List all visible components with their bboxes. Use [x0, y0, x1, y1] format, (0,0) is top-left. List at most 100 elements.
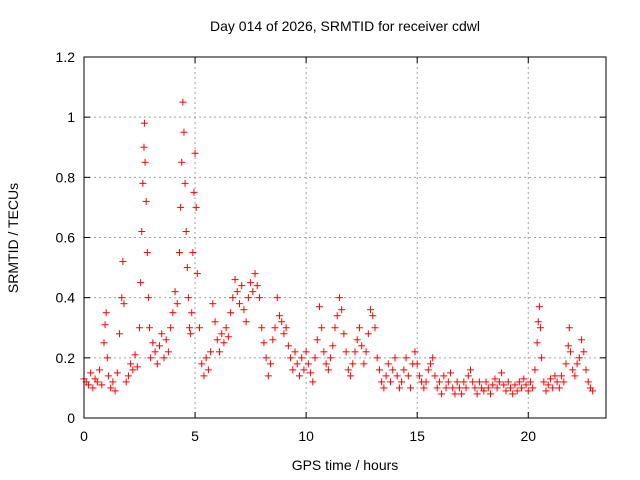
data-point — [167, 324, 175, 332]
data-point — [138, 227, 146, 235]
data-point — [415, 372, 423, 380]
data-point — [84, 381, 92, 389]
data-point — [486, 390, 494, 398]
data-point — [455, 384, 463, 392]
data-point — [500, 381, 508, 389]
data-point — [182, 227, 190, 235]
data-point — [162, 336, 170, 344]
data-point — [498, 369, 506, 377]
y-tick-label: 0.2 — [56, 350, 76, 366]
data-point — [504, 378, 512, 386]
data-point — [113, 369, 121, 377]
data-point — [573, 360, 581, 368]
data-point — [171, 288, 179, 296]
data-point — [460, 378, 468, 386]
data-point — [137, 279, 145, 287]
data-point — [224, 333, 232, 341]
data-point — [369, 312, 377, 320]
data-point — [560, 378, 568, 386]
data-point — [569, 366, 577, 374]
y-tick-label: 0 — [67, 410, 75, 426]
data-point — [184, 294, 192, 302]
data-point — [495, 378, 503, 386]
data-point — [177, 203, 185, 211]
data-point — [188, 309, 196, 317]
grid-lines — [84, 57, 606, 418]
data-point — [375, 366, 383, 374]
data-point — [238, 282, 246, 290]
data-point — [280, 330, 288, 338]
data-point — [196, 324, 204, 332]
data-point — [186, 324, 194, 332]
data-point — [424, 366, 432, 374]
data-point — [178, 158, 186, 166]
data-point — [380, 384, 388, 392]
data-point — [442, 384, 450, 392]
data-point — [524, 387, 532, 395]
data-point — [482, 378, 490, 386]
data-point — [364, 330, 372, 338]
data-point — [353, 336, 361, 344]
data-point — [344, 366, 352, 374]
x-tick-label: 20 — [520, 428, 536, 444]
y-tick-label: 1 — [67, 109, 75, 125]
data-point — [264, 372, 272, 380]
data-point — [287, 354, 295, 362]
data-point — [198, 360, 206, 368]
data-point — [122, 378, 130, 386]
data-point — [139, 179, 147, 187]
data-point — [351, 348, 359, 356]
data-point — [493, 384, 501, 392]
data-point — [338, 306, 346, 314]
data-point — [318, 324, 326, 332]
data-point — [582, 366, 590, 374]
data-point — [107, 384, 115, 392]
data-point — [179, 98, 187, 106]
data-point — [506, 384, 514, 392]
data-point — [440, 372, 448, 380]
data-point — [391, 354, 399, 362]
data-point — [231, 276, 239, 284]
data-point — [149, 339, 157, 347]
data-point — [93, 378, 101, 386]
data-point — [140, 119, 148, 127]
data-point — [289, 366, 297, 374]
data-point — [269, 336, 277, 344]
data-point — [211, 318, 219, 326]
data-point — [502, 387, 510, 395]
y-tick-label: 0.6 — [56, 230, 76, 246]
data-point — [242, 318, 250, 326]
data-point — [100, 339, 108, 347]
data-point — [124, 372, 132, 380]
data-point — [367, 306, 375, 314]
data-point — [324, 366, 332, 374]
data-point — [284, 342, 292, 350]
data-point — [529, 384, 537, 392]
data-point — [189, 249, 197, 257]
data-point — [304, 360, 312, 368]
data-point — [213, 336, 221, 344]
data-point — [190, 188, 198, 196]
data-series-srmtid — [80, 98, 597, 398]
data-point — [181, 179, 189, 187]
data-point — [358, 342, 366, 350]
data-point — [515, 378, 523, 386]
data-point — [473, 390, 481, 398]
data-point — [427, 360, 435, 368]
data-point — [575, 354, 583, 362]
data-point — [120, 300, 128, 308]
data-point — [183, 264, 191, 272]
data-point — [275, 312, 283, 320]
data-point — [116, 330, 124, 338]
data-point — [420, 384, 428, 392]
data-point — [119, 258, 127, 266]
data-point — [258, 324, 266, 332]
data-point — [393, 372, 401, 380]
data-point — [200, 372, 208, 380]
data-point — [160, 354, 168, 362]
data-point — [413, 360, 421, 368]
data-point — [451, 390, 459, 398]
data-point — [382, 372, 390, 380]
data-point — [293, 360, 301, 368]
data-point — [329, 342, 337, 350]
